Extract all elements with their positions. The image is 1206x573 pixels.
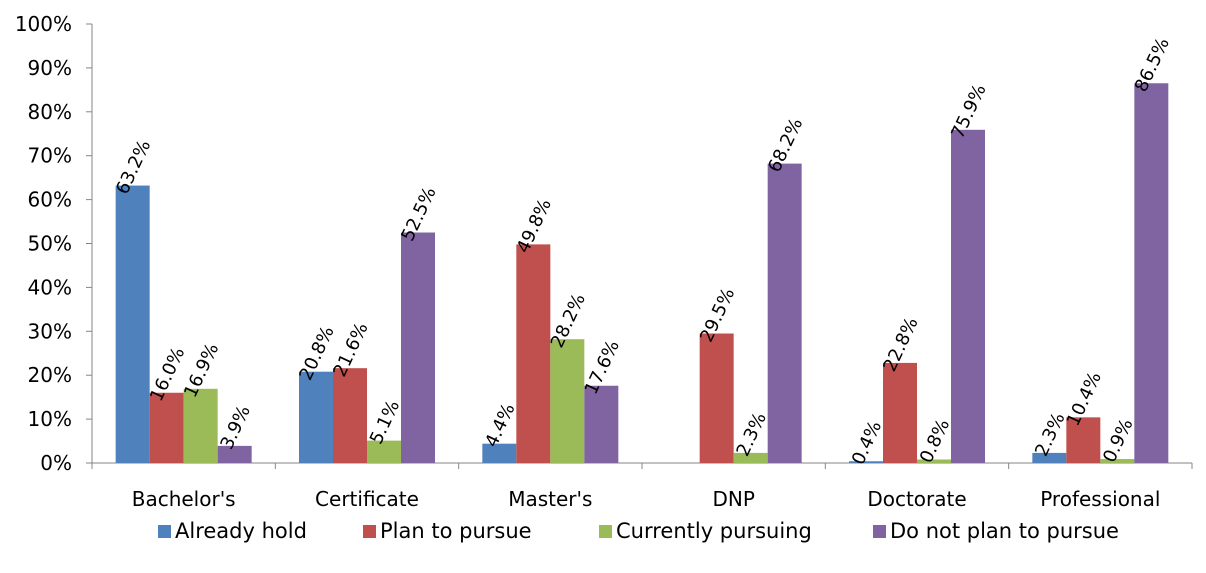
legend-swatch: [363, 525, 376, 538]
bar-currently-pursuing: [183, 388, 218, 463]
bar-already-hold: [1032, 452, 1067, 463]
y-tick-label: 50%: [28, 232, 72, 256]
data-label: 2.3%: [733, 409, 771, 459]
bar-do-not-plan-to-pursue: [217, 445, 252, 463]
bar-do-not-plan-to-pursue: [767, 163, 802, 464]
category-label: Certificate: [315, 487, 419, 511]
y-tick-label: 70%: [28, 144, 72, 168]
bar-currently-pursuing: [1100, 459, 1135, 463]
data-label: 0.4%: [848, 418, 886, 468]
y-tick-label: 20%: [28, 363, 72, 387]
bar-already-hold: [299, 371, 333, 463]
legend-swatch: [873, 525, 886, 538]
y-tick-label: 90%: [28, 56, 72, 80]
bar-already-hold: [482, 443, 517, 463]
legend-label: Plan to pursue: [380, 519, 532, 543]
category-label: Doctorate: [867, 487, 966, 511]
bar-plan-to-pursue: [1066, 417, 1101, 463]
bar-currently-pursuing: [367, 440, 401, 463]
bar-plan-to-pursue: [516, 244, 551, 463]
y-tick-label: 10%: [28, 407, 72, 431]
data-label: 3.9%: [217, 402, 255, 452]
bar-plan-to-pursue: [883, 362, 917, 463]
y-tick-label: 0%: [40, 451, 72, 475]
bar-already-hold: [849, 461, 883, 463]
data-label: 5.1%: [366, 397, 404, 447]
legend-swatch: [599, 525, 612, 538]
bar-already-hold: [115, 185, 150, 463]
legend-label: Currently pursuing: [616, 519, 812, 543]
y-tick-label: 60%: [28, 188, 72, 212]
y-tick-label: 100%: [15, 12, 72, 36]
y-tick-label: 30%: [28, 319, 72, 343]
bar-do-not-plan-to-pursue: [401, 232, 435, 463]
bar-do-not-plan-to-pursue: [1134, 83, 1169, 463]
bar-plan-to-pursue: [149, 392, 184, 463]
category-label: Professional: [1040, 487, 1160, 511]
data-label: 4.4%: [481, 400, 519, 450]
bar-currently-pursuing: [917, 459, 951, 463]
bar-plan-to-pursue: [333, 368, 367, 463]
bar-currently-pursuing: [733, 452, 768, 463]
category-label: Master's: [508, 487, 592, 511]
data-label: 0.9%: [1099, 416, 1137, 466]
legend-label: Already hold: [175, 519, 307, 543]
legend-label: Do not plan to pursue: [890, 519, 1119, 543]
bar-do-not-plan-to-pursue: [951, 129, 985, 463]
bar-do-not-plan-to-pursue: [584, 385, 619, 463]
category-label: DNP: [712, 487, 754, 511]
y-tick-label: 40%: [28, 275, 72, 299]
bar-currently-pursuing: [550, 339, 585, 463]
category-label: Bachelor's: [132, 487, 236, 511]
y-tick-label: 80%: [28, 100, 72, 124]
legend-swatch: [158, 525, 171, 538]
data-label: 0.8%: [916, 416, 954, 466]
bar-plan-to-pursue: [699, 333, 734, 463]
